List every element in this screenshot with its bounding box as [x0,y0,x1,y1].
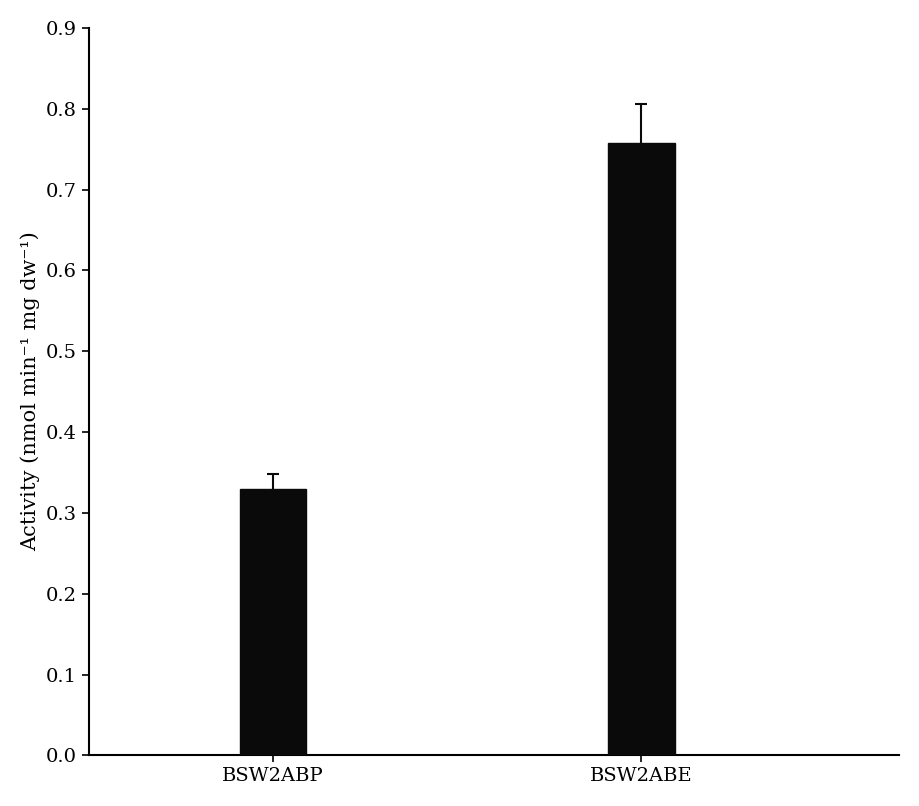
Bar [607,143,674,755]
Y-axis label: Activity (nmol min⁻¹ mg dw⁻¹): Activity (nmol min⁻¹ mg dw⁻¹) [21,231,40,551]
Bar [240,488,306,755]
